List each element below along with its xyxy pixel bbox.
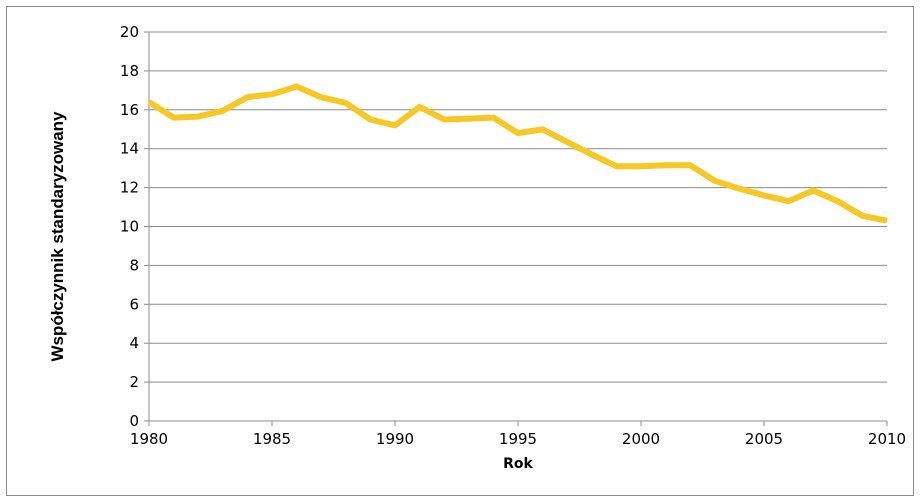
line-chart: 0 2 4 6 8 10 12 14 16 18 20 1980 1985 1990 1995 2000 200… (48, 23, 906, 472)
chart-frame: 0 2 4 6 8 10 12 14 16 18 20 1980 1985 1990 1995 2000 200… (6, 6, 914, 496)
y-tick-label: 6 (129, 295, 139, 313)
axes (144, 31, 888, 426)
y-tick-label: 10 (120, 218, 139, 236)
y-tick-label: 16 (120, 101, 139, 119)
gridlines (149, 31, 887, 383)
x-axis-title: Rok (503, 456, 533, 472)
x-tick-label: 1995 (499, 430, 537, 448)
tick-labels: 0 2 4 6 8 10 12 14 16 18 20 1980 1985 1990 1995 2000 200… (120, 23, 906, 448)
series-line-0 (147, 83, 888, 224)
y-tick-label: 18 (120, 62, 139, 80)
y-tick-label: 20 (120, 23, 139, 41)
y-tick-label: 4 (129, 334, 139, 352)
x-tick-label: 1985 (253, 430, 291, 448)
x-tick-label: 1990 (376, 430, 414, 448)
y-tick-label: 14 (120, 140, 139, 158)
x-tick-label: 2000 (622, 430, 660, 448)
y-tick-label: 2 (129, 373, 139, 391)
y-tick-label: 8 (129, 256, 139, 274)
y-axis-title: Współczynnik standaryzowany (48, 111, 67, 362)
y-tick-label: 12 (120, 179, 139, 197)
y-tick-label: 0 (129, 412, 139, 430)
x-tick-label: 2005 (745, 430, 783, 448)
series-layer (147, 83, 888, 224)
x-tick-label: 2010 (868, 430, 906, 448)
x-tick-label: 1980 (130, 430, 168, 448)
